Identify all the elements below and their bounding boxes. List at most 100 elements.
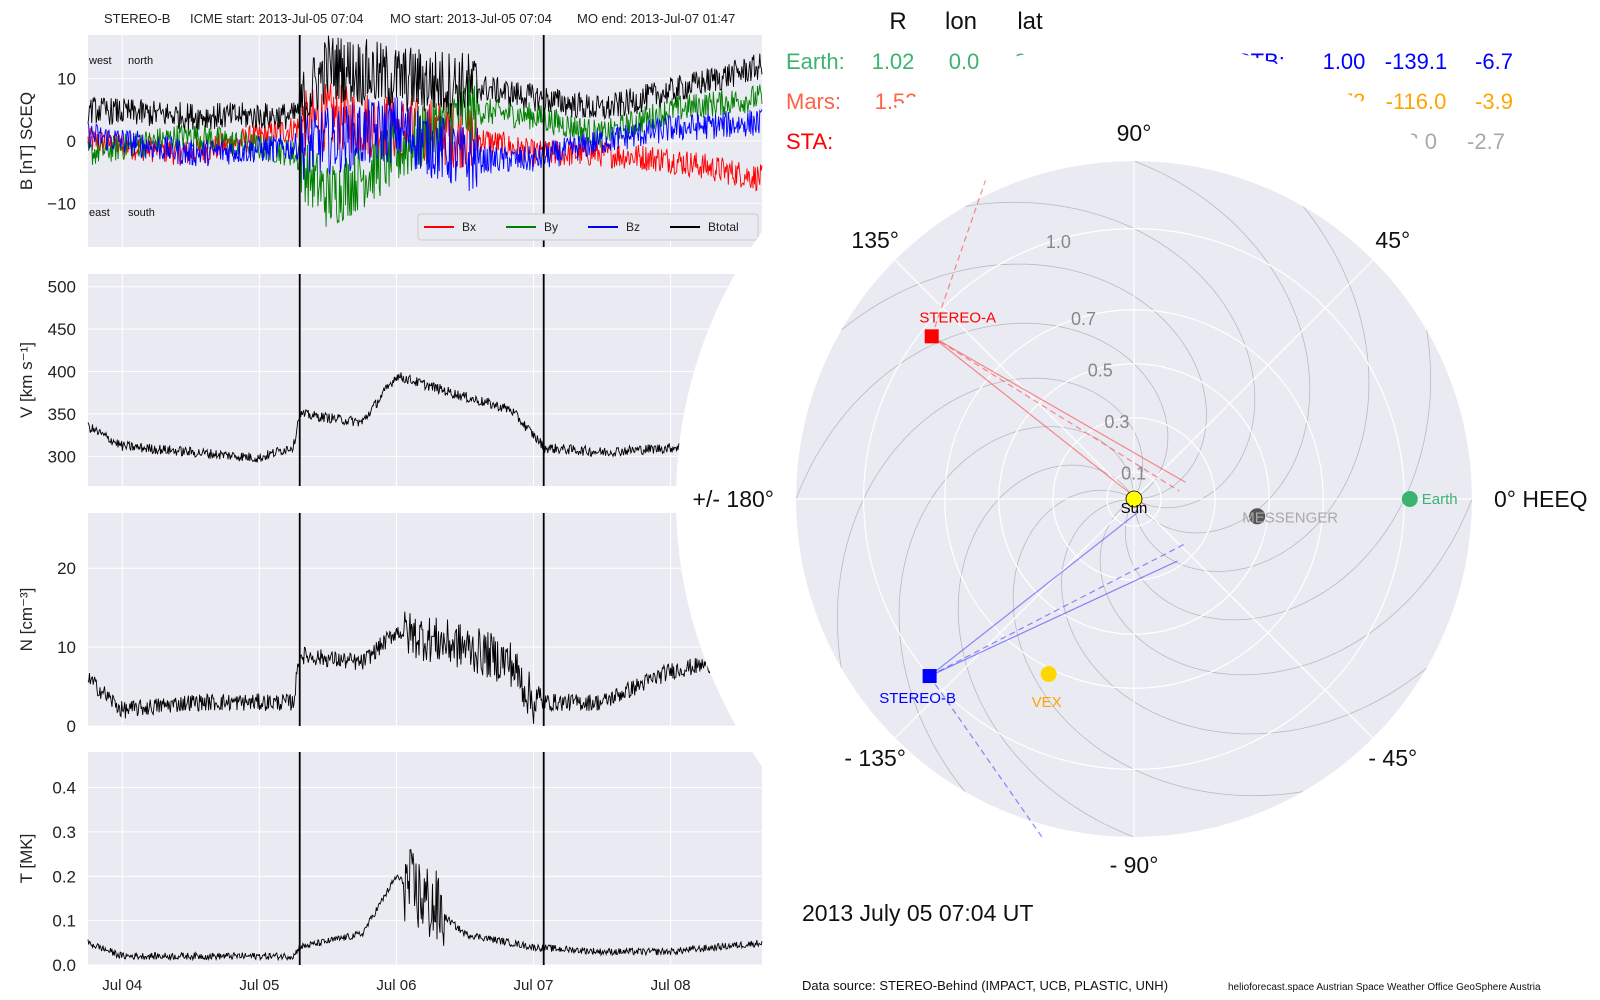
x-tick-label: Jul 08: [651, 977, 691, 994]
row-vex-lon: -116.0: [1386, 89, 1447, 114]
field-line: [931, 335, 1147, 507]
annotation-south: south: [128, 207, 155, 219]
density-panel: 20 10 0 N [cm⁻³]: [17, 513, 763, 736]
header-mo-end: MO end: 2013-Jul-07 01:47: [577, 11, 735, 26]
legend-bx-label: Bx: [462, 220, 476, 234]
speed-panel: 500 450 400 350 300 V [km s⁻¹]: [17, 274, 763, 486]
y-tick-label: 0.1: [52, 912, 76, 931]
polar-mask: [676, 41, 1592, 957]
stereo-a-marker: [924, 329, 939, 344]
y-tick-label: 0.4: [52, 779, 76, 798]
angle-label: 45°: [1375, 227, 1410, 253]
y-tick-label: 10: [57, 70, 76, 89]
parker-spiral: [957, 464, 1135, 838]
angular-gridline: [894, 498, 1135, 739]
series-line-bz: [87, 97, 763, 191]
x-tick-label: Jul 06: [376, 977, 416, 994]
header-icme-start: ICME start: 2013-Jul-05 07:04: [190, 11, 363, 26]
radial-tick-label: 0.5: [1088, 360, 1113, 380]
row-stb-lat: -6.7: [1475, 49, 1513, 74]
y-tick-label: 10: [57, 638, 76, 657]
row-earth-label: Earth:: [786, 49, 845, 74]
angle-label: - 90°: [1110, 852, 1159, 878]
angle-label: - 135°: [844, 745, 906, 771]
row-vex-lat: -3.9: [1475, 89, 1513, 114]
footer-credits: helioforecast.space Austrian Space Weath…: [1228, 982, 1541, 993]
messenger-marker: [1249, 508, 1266, 525]
header-spacecraft: STEREO-B: [104, 11, 170, 26]
x-tick-label: Jul 04: [102, 977, 142, 994]
stereo-b-marker: [922, 669, 937, 684]
y-axis-label: N [cm⁻³]: [17, 588, 36, 652]
vex-label: VEX: [1032, 694, 1062, 711]
row-mes-lat: -2.7: [1467, 129, 1505, 154]
y-axis-label: B [nT] SCEQ: [17, 92, 36, 190]
x-tick-label: Jul 07: [514, 977, 554, 994]
col-header-lon: lon: [945, 8, 977, 35]
panel-background: [88, 513, 762, 726]
field-line: [931, 335, 1186, 483]
angle-label: 0° HEEQ: [1494, 486, 1588, 512]
footer-source: Data source: STEREO-Behind (IMPACT, UCB,…: [802, 978, 1168, 993]
angle-label: - 45°: [1368, 745, 1417, 771]
sun-label: Sun: [1121, 500, 1148, 517]
col-header-lat: lat: [1017, 8, 1043, 35]
angle-label: 135°: [851, 227, 899, 253]
y-axis-label: T [MK]: [17, 834, 36, 884]
y-tick-label: 0: [67, 132, 76, 151]
row-mars-label: Mars:: [786, 89, 841, 114]
field-line: [929, 511, 1139, 677]
field-line: [929, 675, 1044, 839]
radial-tick-label: 0.1: [1121, 463, 1146, 483]
row-sta-label: STA:: [786, 129, 833, 154]
messenger-label: MESSENGER: [1242, 509, 1338, 526]
annotation-east: east: [89, 207, 110, 219]
angle-label: +/- 180°: [693, 486, 774, 512]
heeq-polar-plot: 0.1 0.3 0.5 0.7 1.0 90° 45° 0° HEEQ - 45° - 90° - …: [676, 41, 1592, 957]
b-legend: Bx By Bz Btotal: [417, 213, 759, 241]
angular-gridline: [1133, 498, 1374, 739]
vex-marker: [1040, 665, 1057, 682]
field-line: [929, 543, 1185, 677]
parker-spiral: [1061, 498, 1427, 735]
legend-bz-label: Bz: [626, 220, 640, 234]
x-tick-label: Jul 05: [239, 977, 279, 994]
annotation-west: west: [88, 55, 112, 67]
panel-background: [88, 752, 762, 965]
parker-spiral: [1099, 498, 1473, 676]
parker-spiral: [1133, 206, 1370, 572]
temperature-panel: 0.4 0.3 0.2 0.1 0.0 T [MK] Jul 04 Jul 05 Jul 06 J…: [17, 752, 763, 994]
date-label: 2013 July 05 07:04 UT: [802, 900, 1033, 926]
y-axis-label: V [km s⁻¹]: [17, 342, 36, 418]
header-mo-start: MO start: 2013-Jul-05 07:04: [390, 11, 552, 26]
series-line-btotal: [87, 35, 763, 133]
magnetic-field-panel: 10 0 −10 B [nT] SCEQ: [17, 35, 763, 247]
parker-spiral: [1133, 160, 1311, 534]
stereo-a-label: STEREO-A: [919, 309, 996, 326]
annotation-north: north: [128, 55, 153, 67]
row-earth-r: 1.02: [872, 49, 915, 74]
earth-label: Earth: [1422, 491, 1458, 508]
y-tick-label: 0.0: [52, 956, 76, 975]
radial-tick-label: 0.3: [1104, 412, 1129, 432]
angle-label: 90°: [1117, 120, 1152, 146]
field-line: [929, 560, 1178, 677]
y-tick-label: 0.3: [52, 823, 76, 842]
series-line-value: [87, 611, 763, 724]
series-line-value: [87, 849, 763, 962]
legend-btotal-label: Btotal: [708, 220, 739, 234]
field-line: [931, 335, 1180, 492]
field-line: [931, 180, 987, 337]
y-tick-label: 400: [48, 363, 76, 382]
y-tick-label: 0.2: [52, 867, 76, 886]
col-header-r: R: [889, 8, 906, 35]
radial-tick-label: 1.0: [1046, 232, 1071, 252]
y-tick-label: 300: [48, 447, 76, 466]
parker-spiral: [841, 263, 1207, 500]
y-tick-label: 20: [57, 559, 76, 578]
angular-gridline: [894, 259, 1135, 500]
panel-background: [88, 274, 762, 486]
series-line-value: [87, 372, 763, 463]
y-tick-label: −10: [47, 194, 76, 213]
